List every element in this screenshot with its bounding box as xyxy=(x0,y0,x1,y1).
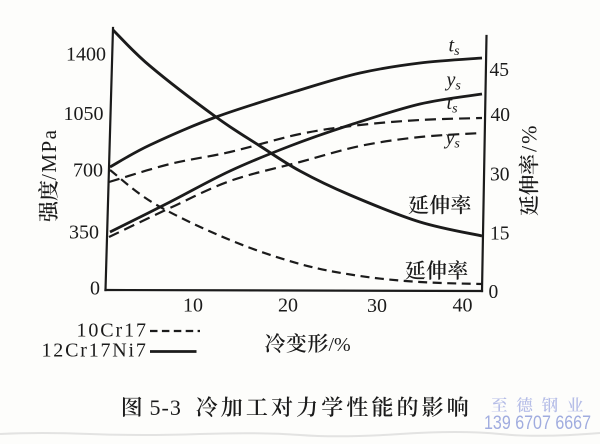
svg-text:/%: /% xyxy=(329,334,351,356)
svg-text:0: 0 xyxy=(489,282,499,303)
svg-text:/MPa: /MPa xyxy=(37,128,61,180)
svg-text:5-3: 5-3 xyxy=(150,395,182,420)
svg-text:700: 700 xyxy=(73,160,103,182)
svg-text:10Cr17: 10Cr17 xyxy=(77,320,148,342)
svg-text:1400: 1400 xyxy=(66,44,106,66)
svg-text:139 6707 6667: 139 6707 6667 xyxy=(484,412,591,434)
svg-text:/%: /% xyxy=(517,124,542,152)
svg-text:40: 40 xyxy=(491,105,511,126)
svg-text:40: 40 xyxy=(453,295,473,317)
svg-text:ts: ts xyxy=(449,35,461,60)
svg-text:30: 30 xyxy=(490,165,510,186)
svg-text:350: 350 xyxy=(69,222,99,244)
svg-text:1050: 1050 xyxy=(64,103,104,125)
svg-text:12Cr17Ni7: 12Cr17Ni7 xyxy=(42,340,148,362)
svg-text:20: 20 xyxy=(278,295,298,317)
svg-text:0: 0 xyxy=(90,278,100,300)
svg-text:45: 45 xyxy=(490,60,510,81)
svg-text:30: 30 xyxy=(367,295,387,317)
svg-text:15: 15 xyxy=(490,224,510,245)
svg-text:ts: ts xyxy=(447,92,459,117)
svg-text:10: 10 xyxy=(183,295,203,317)
